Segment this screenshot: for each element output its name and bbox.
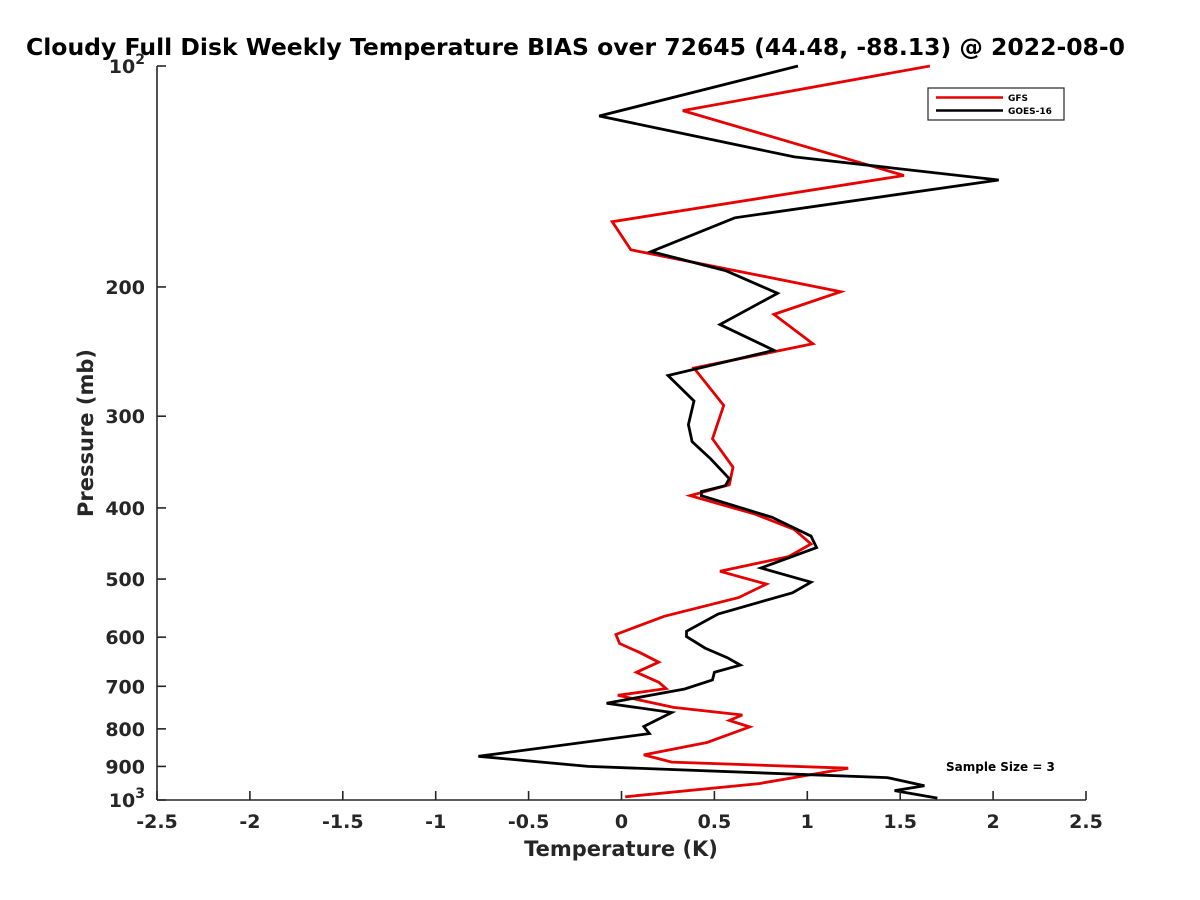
x-tick-label: -2 xyxy=(239,811,260,833)
y-tick-label: 400 xyxy=(105,498,145,520)
y-tick-label: 300 xyxy=(105,406,145,428)
y-ticks: 102 200 300 400 500 600 700 800 900 103 xyxy=(105,52,166,812)
x-tick-label: 1.5 xyxy=(883,811,917,833)
series-line-goes-16 xyxy=(478,64,999,800)
y-tick-label: 600 xyxy=(105,627,145,649)
y-tick-label: 102 xyxy=(109,52,145,78)
x-tick-label: -1.5 xyxy=(322,811,364,833)
y-tick-label: 700 xyxy=(105,676,145,698)
x-axis-label: Temperature (K) xyxy=(524,837,718,861)
y-tick-label: 800 xyxy=(105,719,145,741)
y-tick-label: 500 xyxy=(105,569,145,591)
legend-label-gfs: GFS xyxy=(1008,94,1028,104)
x-tick-label: -2.5 xyxy=(136,811,178,833)
y-tick-label: 900 xyxy=(105,756,145,778)
x-tick-label: 2 xyxy=(986,811,999,833)
legend: GFS GOES-16 xyxy=(927,87,1065,121)
x-tick-label: -0.5 xyxy=(508,811,550,833)
sample-size-annotation: Sample Size = 3 xyxy=(946,760,1055,774)
y-tick-label: 103 xyxy=(109,786,145,812)
series-layer xyxy=(478,64,999,800)
x-tick-label: 0.5 xyxy=(698,811,732,833)
y-axis-label: Pressure (mb) xyxy=(74,349,98,517)
legend-box xyxy=(927,87,1065,121)
legend-label-goes-16: GOES-16 xyxy=(1008,107,1052,117)
y-tick-label: 200 xyxy=(105,277,145,299)
x-tick-label: 1 xyxy=(801,811,814,833)
x-ticks: -2.5 -2 -1.5 -1 -0.5 0 0.5 1 1.5 2 2.5 xyxy=(136,791,1103,833)
x-tick-label: -1 xyxy=(425,811,446,833)
x-tick-label: 0 xyxy=(615,811,628,833)
x-tick-label: 2.5 xyxy=(1069,811,1103,833)
chart-title: Cloudy Full Disk Weekly Temperature BIAS… xyxy=(26,33,1125,61)
series-line-gfs xyxy=(609,64,931,799)
